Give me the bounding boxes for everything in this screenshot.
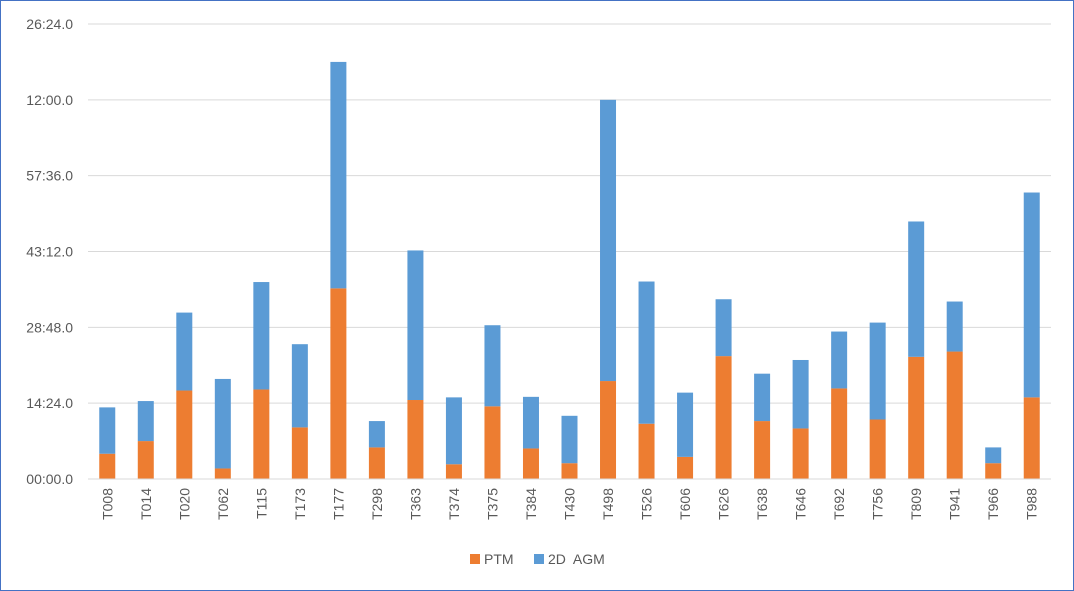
bar-segment	[522, 396, 539, 449]
bar-segment	[407, 400, 424, 479]
bar-segment	[253, 282, 270, 390]
bar-segment	[1023, 192, 1040, 398]
bar-segment	[330, 288, 347, 479]
x-tick-label: T062	[215, 488, 231, 520]
y-tick-label: 57:36.0	[26, 168, 73, 184]
bar-segment	[99, 407, 116, 454]
bar-segment	[137, 401, 154, 442]
bar-segment	[792, 359, 809, 429]
bar-segment	[754, 421, 771, 479]
x-tick-label: T626	[716, 488, 732, 520]
x-tick-label: T756	[870, 488, 886, 520]
x-tick-label: T020	[176, 488, 192, 520]
y-tick-label: 43:12.0	[26, 244, 73, 260]
bar-segment	[946, 351, 963, 479]
x-tick-label: T809	[908, 488, 924, 520]
bar-segment	[677, 456, 694, 479]
bar-segment	[715, 299, 732, 357]
bar-segment	[484, 325, 501, 407]
bar-segment	[176, 312, 193, 391]
x-tick-label: T298	[369, 488, 385, 520]
x-tick-label: T374	[446, 488, 462, 520]
bar-segment	[291, 427, 308, 479]
x-tick-label: T008	[99, 488, 115, 520]
bar-segment	[522, 448, 539, 479]
legend-swatch	[470, 554, 480, 564]
x-tick-label: T430	[562, 488, 578, 520]
bar-segment	[330, 61, 347, 289]
legend: PTM 2D AGM	[470, 551, 605, 567]
legend-label: PTM	[484, 551, 514, 567]
y-tick-label: 26:24.0	[26, 16, 73, 32]
bar-segment	[869, 419, 886, 479]
x-tick-label: T375	[484, 488, 500, 520]
bar-segment	[1023, 397, 1040, 479]
bar-segment	[368, 447, 385, 479]
y-tick-label: 14:24.0	[26, 395, 73, 411]
x-tick-label: T177	[330, 488, 346, 520]
bar-segment	[600, 381, 617, 479]
x-tick-label: T646	[793, 488, 809, 520]
bar-segment	[638, 423, 655, 479]
bar-segment	[715, 356, 732, 479]
x-tick-label: T014	[138, 488, 154, 520]
bar-segment	[869, 322, 886, 420]
bar-segment	[600, 99, 617, 382]
bar-segment	[368, 421, 385, 448]
x-tick-label: T498	[600, 488, 616, 520]
x-tick-label: T363	[407, 488, 423, 520]
bar-segment	[214, 468, 231, 479]
bar-segment	[214, 378, 231, 469]
y-tick-label: 00:00.0	[26, 471, 73, 487]
bar-segment	[831, 388, 848, 479]
x-tick-label: T941	[947, 488, 963, 520]
bar-segment	[99, 453, 116, 479]
bar-segment	[908, 356, 925, 479]
x-tick-label: T966	[985, 488, 1001, 520]
y-tick-label: 28:48.0	[26, 319, 73, 335]
y-tick-label: 12:00.0	[26, 92, 73, 108]
bar-segment	[985, 447, 1002, 464]
bar-segment	[137, 441, 154, 479]
x-tick-label: T115	[253, 488, 269, 519]
bar-segment	[908, 221, 925, 357]
bar-segment	[253, 389, 270, 479]
bar-segment	[291, 344, 308, 428]
bar-segment	[561, 463, 578, 479]
x-tick-label: T692	[831, 488, 847, 520]
bar-segment	[754, 373, 771, 422]
x-tick-label: T606	[677, 488, 693, 520]
x-tick-label: T384	[523, 488, 539, 520]
bar-segment	[677, 392, 694, 457]
bar-segment	[946, 301, 963, 352]
gridlines	[88, 23, 1051, 404]
bar-segment	[985, 463, 1002, 479]
bar-segment	[407, 250, 424, 401]
x-tick-label: T526	[639, 488, 655, 520]
bar-segment	[561, 415, 578, 464]
x-tick-label: T173	[292, 488, 308, 520]
legend-label: 2D AGM	[548, 551, 605, 567]
bars	[99, 61, 1040, 479]
bar-segment	[445, 397, 462, 465]
bar-segment	[792, 428, 809, 479]
bar-segment	[176, 390, 193, 479]
bar-segment	[638, 281, 655, 424]
x-axis-ticks: T008 T014 T020 T062 T115 T173 T177 T298 T363 T374…	[99, 488, 1039, 520]
legend-swatch	[534, 554, 544, 564]
bar-segment	[831, 331, 848, 389]
x-tick-label: T638	[754, 488, 770, 520]
bar-segment	[445, 464, 462, 479]
x-tick-label: T988	[1024, 488, 1040, 520]
y-axis-ticks: 00:00.0 14:24.0 28:48.0 43:12.0 57:36.0 12:00…	[26, 16, 73, 487]
bar-segment	[484, 406, 501, 479]
